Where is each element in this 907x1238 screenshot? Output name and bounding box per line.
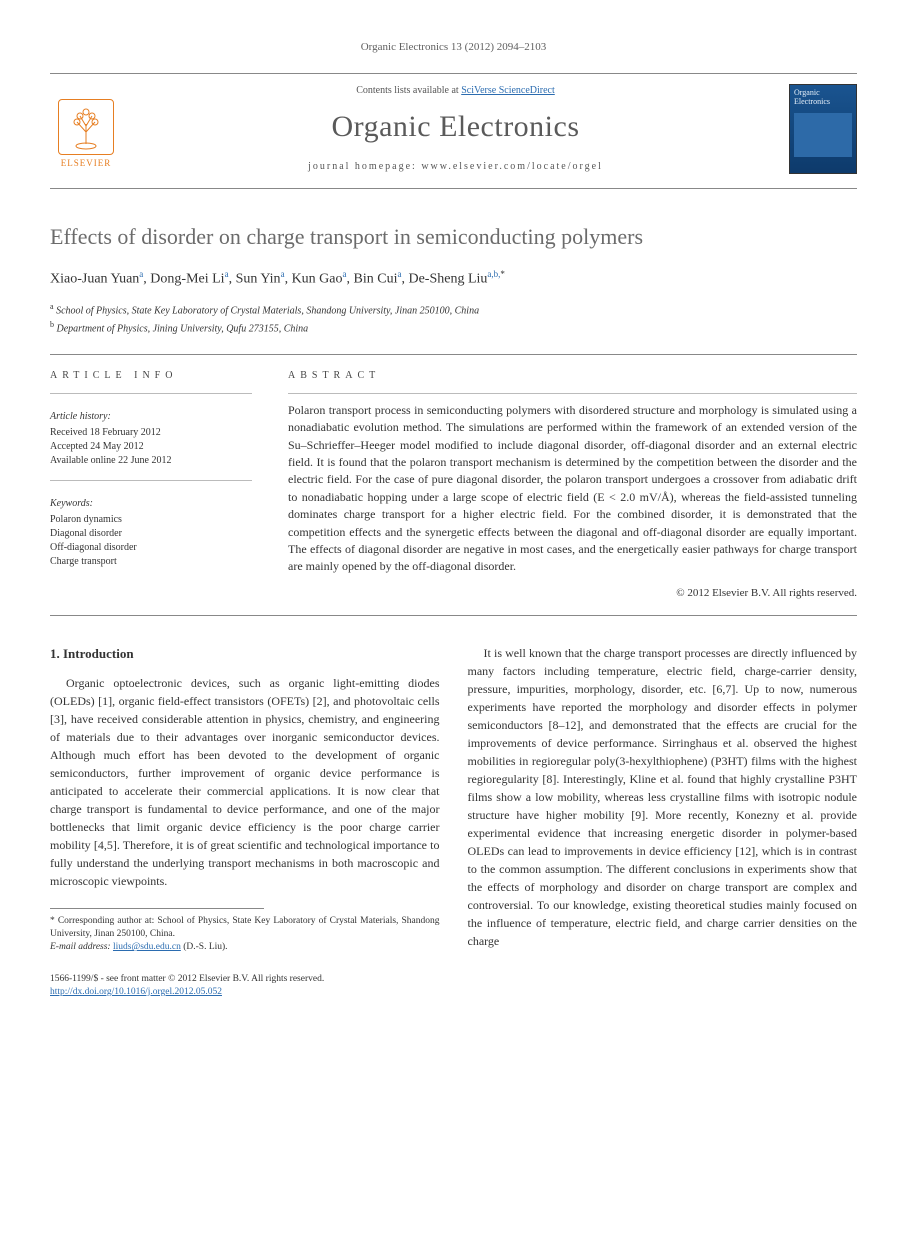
body-column-right: It is well known that the charge transpo… xyxy=(468,644,858,999)
history-item: Available online 22 June 2012 xyxy=(50,454,252,468)
affiliation: b Department of Physics, Jining Universi… xyxy=(50,319,857,336)
article-info-heading: ARTICLE INFO xyxy=(50,369,252,383)
affil-sup: b xyxy=(50,320,54,329)
article-info-column: ARTICLE INFO Article history: Received 1… xyxy=(50,355,270,615)
affil-text: School of Physics, State Key Laboratory … xyxy=(56,306,479,317)
footer-meta: 1566-1199/$ - see front matter © 2012 El… xyxy=(50,973,440,1000)
history-item: Received 18 February 2012 xyxy=(50,426,252,440)
author-affil-sup: a xyxy=(343,269,347,279)
cover-image-placeholder xyxy=(794,113,852,157)
affiliation-list: a School of Physics, State Key Laborator… xyxy=(50,301,857,336)
email-suffix: (D.-S. Liu). xyxy=(181,942,228,952)
homepage-label: journal homepage: xyxy=(308,161,421,172)
author-affil-sup: a,b, xyxy=(487,269,500,279)
elsevier-tree-icon xyxy=(58,99,114,155)
doi-link[interactable]: http://dx.doi.org/10.1016/j.orgel.2012.0… xyxy=(50,987,222,997)
journal-reference: Organic Electronics 13 (2012) 2094–2103 xyxy=(50,40,857,55)
sciverse-link[interactable]: SciVerse ScienceDirect xyxy=(461,85,555,96)
author: De-Sheng Liu xyxy=(408,272,487,287)
corresponding-footnote: * Corresponding author at: School of Phy… xyxy=(50,915,440,955)
info-abstract-section: ARTICLE INFO Article history: Received 1… xyxy=(50,354,857,616)
corresponding-star-icon: * xyxy=(500,269,505,279)
author: Dong-Mei Li xyxy=(150,272,224,287)
corr-author-line: * Corresponding author at: School of Phy… xyxy=(50,915,440,942)
author: Sun Yin xyxy=(236,272,281,287)
abstract-heading: ABSTRACT xyxy=(288,369,857,383)
homepage-url[interactable]: www.elsevier.com/locate/orgel xyxy=(421,161,603,172)
contents-prefix: Contents lists available at xyxy=(356,85,461,96)
section-heading: 1. Introduction xyxy=(50,644,440,664)
keyword: Polaron dynamics xyxy=(50,513,252,527)
issn-line: 1566-1199/$ - see front matter © 2012 El… xyxy=(50,973,440,986)
author: Kun Gao xyxy=(292,272,343,287)
author-affil-sup: a xyxy=(397,269,401,279)
journal-homepage: journal homepage: www.elsevier.com/locat… xyxy=(136,160,775,174)
email-label: E-mail address: xyxy=(50,942,113,952)
email-line: E-mail address: liuds@sdu.edu.cn (D.-S. … xyxy=(50,941,440,954)
abstract-text: Polaron transport process in semiconduct… xyxy=(288,393,857,576)
article-title: Effects of disorder on charge transport … xyxy=(50,223,857,252)
author-affil-sup: a xyxy=(225,269,229,279)
author-affil-sup: a xyxy=(139,269,143,279)
publisher-name: ELSEVIER xyxy=(61,157,112,170)
journal-title: Organic Electronics xyxy=(136,106,775,148)
keywords-label: Keywords: xyxy=(50,497,252,511)
keyword: Off-diagonal disorder xyxy=(50,541,252,555)
cover-title: Organic Electronics xyxy=(794,89,852,107)
author-affil-sup: a xyxy=(281,269,285,279)
body-paragraph: Organic optoelectronic devices, such as … xyxy=(50,674,440,890)
abstract-copyright: © 2012 Elsevier B.V. All rights reserved… xyxy=(288,586,857,601)
affiliation: a School of Physics, State Key Laborator… xyxy=(50,301,857,318)
abstract-column: ABSTRACT Polaron transport process in se… xyxy=(270,355,857,615)
author: Bin Cui xyxy=(354,272,398,287)
body-column-left: 1. Introduction Organic optoelectronic d… xyxy=(50,644,440,999)
body-paragraph: It is well known that the charge transpo… xyxy=(468,644,858,950)
author-list: Xiao-Juan Yuana, Dong-Mei Lia, Sun Yina,… xyxy=(50,268,857,289)
keyword: Diagonal disorder xyxy=(50,527,252,541)
history-label: Article history: xyxy=(50,410,252,424)
email-link[interactable]: liuds@sdu.edu.cn xyxy=(113,942,181,952)
journal-cover-thumbnail: Organic Electronics xyxy=(789,84,857,174)
author: Xiao-Juan Yuan xyxy=(50,272,139,287)
keyword: Charge transport xyxy=(50,555,252,569)
affil-text: Department of Physics, Jining University… xyxy=(57,323,309,334)
affil-sup: a xyxy=(50,302,54,311)
publisher-logo: ELSEVIER xyxy=(50,89,122,169)
footnote-separator xyxy=(50,908,264,909)
body-two-column: 1. Introduction Organic optoelectronic d… xyxy=(50,644,857,999)
journal-header: ELSEVIER Contents lists available at Sci… xyxy=(50,73,857,189)
history-item: Accepted 24 May 2012 xyxy=(50,440,252,454)
contents-available-line: Contents lists available at SciVerse Sci… xyxy=(136,84,775,98)
